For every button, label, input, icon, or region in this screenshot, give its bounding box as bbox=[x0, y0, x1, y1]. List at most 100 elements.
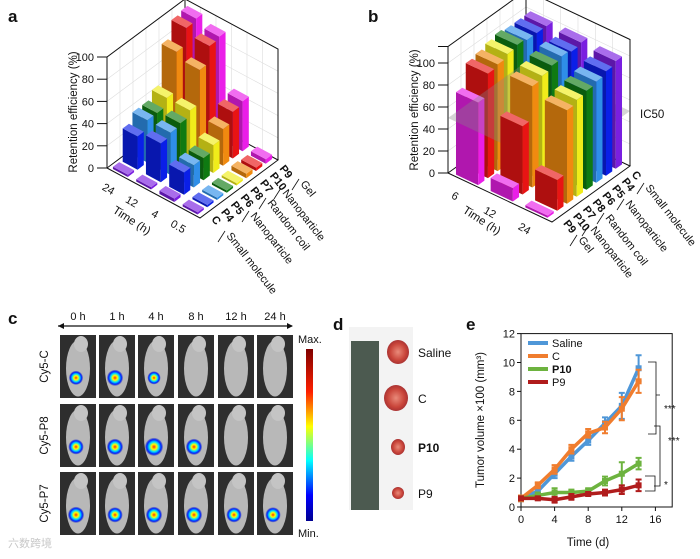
fluorescence-signal bbox=[186, 438, 202, 455]
bar-side bbox=[241, 159, 257, 171]
bar-P9-24h bbox=[525, 200, 554, 218]
data-point bbox=[602, 424, 608, 431]
mouse-image bbox=[178, 335, 214, 398]
group-divider bbox=[241, 210, 250, 223]
bar-front bbox=[246, 169, 253, 179]
bar-top bbox=[583, 56, 613, 72]
bar-top bbox=[549, 36, 578, 52]
bar-top bbox=[525, 200, 554, 216]
timepoint-label: 12 h bbox=[225, 311, 246, 323]
tumor-label: P9 bbox=[418, 487, 433, 501]
data-point bbox=[551, 466, 558, 473]
bar-side bbox=[221, 175, 237, 186]
bar-top bbox=[455, 87, 485, 103]
data-point bbox=[534, 488, 541, 495]
bar-front bbox=[615, 56, 623, 169]
bar-top bbox=[485, 39, 514, 55]
mouse-image bbox=[99, 335, 135, 398]
mouse-image bbox=[218, 404, 254, 467]
mouse-image bbox=[218, 335, 254, 398]
bar-side bbox=[231, 165, 247, 179]
bracket bbox=[654, 425, 661, 487]
y-tick-label: 100 bbox=[76, 52, 94, 64]
tumor-label: Saline bbox=[418, 346, 452, 360]
bar-side bbox=[500, 115, 523, 195]
bar-top bbox=[217, 99, 240, 112]
significance-mark: *** bbox=[664, 404, 676, 415]
bar-front bbox=[532, 81, 539, 188]
series-C bbox=[518, 368, 642, 503]
data-point bbox=[551, 489, 558, 496]
tumor-p10 bbox=[391, 439, 405, 455]
bar-top bbox=[500, 111, 529, 127]
bar-top bbox=[529, 50, 559, 66]
bar-top bbox=[142, 100, 164, 114]
y-tick-label: 20 bbox=[82, 141, 94, 153]
time-tick-label: 0.5 bbox=[168, 218, 187, 236]
row-label: Cy5-C bbox=[39, 350, 51, 383]
bar-top bbox=[165, 110, 187, 124]
timepoint-label: 24 h bbox=[264, 311, 285, 323]
bar-top bbox=[182, 199, 204, 213]
bar-front bbox=[193, 160, 201, 188]
group-label: Gel bbox=[298, 178, 318, 199]
bar-top bbox=[145, 130, 168, 144]
y-axis-label: Retention efficiency (%) bbox=[409, 49, 421, 170]
bar-P7-0.5h bbox=[231, 161, 253, 179]
mouse-head bbox=[232, 405, 246, 421]
mouse-image bbox=[99, 404, 135, 467]
bar-top bbox=[194, 33, 216, 47]
bar-C-12h bbox=[136, 174, 158, 190]
y-tick-label: 20 bbox=[423, 146, 435, 158]
bar-front bbox=[236, 178, 243, 186]
fluorescence-signal bbox=[107, 507, 123, 523]
ruler bbox=[351, 341, 379, 510]
y-tick-label: 60 bbox=[82, 96, 94, 108]
mouse-body bbox=[184, 340, 208, 397]
panel-label-a: a bbox=[8, 7, 18, 26]
watermark: 六数跨境 bbox=[8, 536, 52, 550]
panel-label-b: b bbox=[368, 7, 378, 26]
y-tick-label: 100 bbox=[417, 58, 435, 70]
bar-top bbox=[504, 25, 534, 41]
mouse-head bbox=[74, 473, 88, 489]
chart-e-tumor-volume: Tumor volume ×100 (mm³) Time (d) 0 2 4 6 8 10… bbox=[475, 329, 680, 549]
bar-P10-24h bbox=[535, 165, 564, 211]
bar-top bbox=[475, 49, 504, 65]
color-scale-bar bbox=[306, 349, 313, 521]
bar-top bbox=[241, 154, 263, 168]
mouse-image bbox=[138, 335, 174, 398]
mouse-head bbox=[152, 336, 166, 352]
time-tick-label: 24 bbox=[516, 221, 533, 238]
fluorescence-signal bbox=[226, 507, 242, 523]
bar-front bbox=[226, 185, 234, 193]
legend-label: P9 bbox=[552, 377, 565, 389]
tumor-label: C bbox=[418, 392, 427, 406]
data-point bbox=[635, 378, 642, 385]
bar-front bbox=[547, 211, 554, 218]
data-point bbox=[585, 437, 592, 444]
bar-top bbox=[132, 107, 154, 121]
x-axis-label: Time (d) bbox=[567, 537, 610, 549]
bar-front bbox=[487, 69, 495, 179]
bar-top bbox=[510, 71, 539, 87]
bar-front bbox=[576, 95, 584, 197]
mouse-body bbox=[224, 340, 248, 397]
bar-top bbox=[554, 85, 584, 100]
y-tick-label: 40 bbox=[82, 119, 94, 131]
fluorescence-signal bbox=[69, 370, 83, 385]
data-point bbox=[518, 495, 524, 502]
bar-front bbox=[232, 107, 240, 159]
time-tick-label: 24 bbox=[100, 181, 117, 198]
bar-top bbox=[171, 15, 193, 28]
bar-top bbox=[221, 170, 243, 184]
row-label: Cy5-P7 bbox=[39, 484, 51, 522]
bar-C-0.5h bbox=[182, 199, 204, 215]
mouse-head bbox=[232, 473, 246, 489]
bar-top bbox=[112, 162, 135, 175]
x-tick-label: 0 bbox=[518, 514, 524, 526]
bracket bbox=[645, 475, 656, 492]
bar-top bbox=[465, 58, 495, 74]
x-tick-label: 16 bbox=[649, 514, 661, 526]
